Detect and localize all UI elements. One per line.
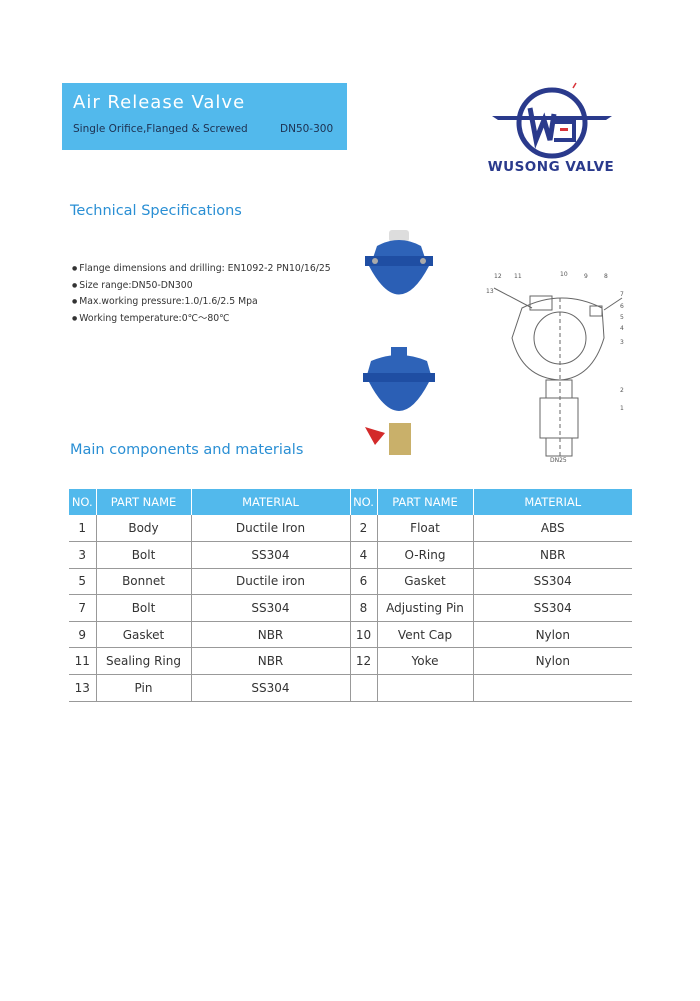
- specs-heading: Technical Specifications: [70, 203, 242, 219]
- cell-no: 1: [69, 515, 97, 543]
- cell-part-name: Pin: [96, 674, 192, 702]
- cell-part-name: Adjusting Pin: [377, 594, 474, 622]
- table-row: 7 Bolt SS304 8 Adjusting Pin SS304: [69, 594, 632, 622]
- cell-material: Ductile Iron: [191, 515, 351, 543]
- cell-part-name: Sealing Ring: [96, 647, 192, 676]
- cell-material: SS304: [191, 674, 351, 702]
- cell-material: SS304: [473, 594, 632, 622]
- valve-photo-flanged: [365, 230, 433, 295]
- table-row: 3 Bolt SS304 4 O-Ring NBR: [69, 541, 632, 569]
- cell-material: Nylon: [473, 621, 632, 649]
- callout-6: 6: [620, 303, 624, 310]
- callout-8: 8: [604, 273, 608, 280]
- cell-part-name: [377, 674, 474, 702]
- spec-list: Flange dimensions and drilling: EN1092-2…: [72, 261, 331, 328]
- cell-material: Ductile iron: [191, 568, 351, 596]
- valve-cross-section-drawing: 12 11 10 9 8 13 7 6 5 4 3 2 1 DN25: [486, 271, 624, 464]
- table-row: 5 Bonnet Ductile iron 6 Gasket SS304: [69, 568, 632, 596]
- cell-material: Nylon: [473, 647, 632, 676]
- callout-1: 1: [620, 405, 624, 412]
- title-banner: Air Release Valve Single Orifice,Flanged…: [62, 83, 347, 150]
- callout-10: 10: [560, 271, 568, 278]
- spec-item: Max.working pressure:1.0/1.6/2.5 Mpa: [72, 294, 331, 311]
- cell-part-name: Bolt: [96, 594, 192, 622]
- callout-13: 13: [486, 288, 494, 295]
- cell-material: NBR: [473, 541, 632, 569]
- cell-no: [350, 674, 378, 702]
- callout-2: 2: [620, 387, 624, 394]
- cell-part-name: Vent Cap: [377, 621, 474, 649]
- table-row: 11 Sealing Ring NBR 12 Yoke Nylon: [69, 647, 632, 676]
- callout-4: 4: [620, 325, 624, 332]
- cell-no: 4: [350, 541, 378, 569]
- wusong-logo-icon: [492, 82, 612, 159]
- callout-11: 11: [514, 273, 522, 280]
- header-no: NO.: [69, 489, 97, 515]
- components-table: NO. PART NAME MATERIAL NO. PART NAME MAT…: [69, 489, 632, 702]
- cell-part-name: Bonnet: [96, 568, 192, 596]
- cell-material: SS304: [191, 594, 351, 622]
- header-part-name: PART NAME: [377, 489, 474, 515]
- table-row: 1 Body Ductile Iron 2 Float ABS: [69, 515, 632, 543]
- cell-part-name: Gasket: [96, 621, 192, 649]
- cell-no: 2: [350, 515, 378, 543]
- cell-no: 13: [69, 674, 97, 702]
- components-heading: Main components and materials: [70, 442, 304, 458]
- cell-material: NBR: [191, 621, 351, 649]
- cell-no: 7: [69, 594, 97, 622]
- cell-material: SS304: [473, 568, 632, 596]
- header-part-name: PART NAME: [96, 489, 192, 515]
- size-range: DN50-300: [280, 123, 334, 135]
- header-no: NO.: [350, 489, 378, 515]
- callout-5: 5: [620, 314, 624, 321]
- header-material: MATERIAL: [191, 489, 351, 515]
- cell-material: NBR: [191, 647, 351, 676]
- callout-7: 7: [620, 291, 624, 298]
- callout-3: 3: [620, 339, 624, 346]
- header-material: MATERIAL: [473, 489, 632, 515]
- cell-no: 5: [69, 568, 97, 596]
- product-title: Air Release Valve: [73, 92, 246, 113]
- table-header-row: NO. PART NAME MATERIAL NO. PART NAME MAT…: [69, 489, 632, 515]
- cell-part-name: Yoke: [377, 647, 474, 676]
- spec-item: Size range:DN50-DN300: [72, 278, 331, 295]
- cell-no: 3: [69, 541, 97, 569]
- cell-no: 6: [350, 568, 378, 596]
- cell-no: 12: [350, 647, 378, 676]
- cell-material: SS304: [191, 541, 351, 569]
- table-row: 9 Gasket NBR 10 Vent Cap Nylon: [69, 621, 632, 649]
- cell-part-name: Body: [96, 515, 192, 543]
- table-row: 13 Pin SS304: [69, 674, 632, 702]
- product-subtitle: Single Orifice,Flanged & Screwed: [73, 123, 248, 135]
- spec-item: Flange dimensions and drilling: EN1092-2…: [72, 261, 330, 278]
- logo-text: WUSONG VALVE: [487, 159, 615, 175]
- cell-no: 10: [350, 621, 378, 649]
- callout-12: 12: [494, 273, 502, 280]
- cell-part-name: Gasket: [377, 568, 474, 596]
- cell-no: 9: [69, 621, 97, 649]
- valve-photo-screwed: [363, 347, 435, 455]
- cell-no: 11: [69, 647, 97, 676]
- cell-part-name: O-Ring: [377, 541, 474, 569]
- cell-material: [473, 674, 632, 702]
- cell-no: 8: [350, 594, 378, 622]
- cell-part-name: Float: [377, 515, 474, 543]
- cell-material: ABS: [473, 515, 632, 543]
- cell-part-name: Bolt: [96, 541, 192, 569]
- callout-9: 9: [584, 273, 588, 280]
- spec-item: Working temperature:0℃～80℃: [72, 311, 331, 328]
- drawing-caption: DN25: [550, 457, 567, 464]
